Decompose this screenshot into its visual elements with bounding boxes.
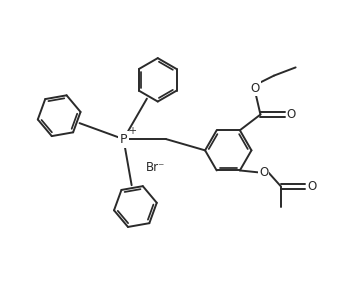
Text: P: P [120, 133, 127, 146]
Text: O: O [250, 82, 260, 95]
Text: O: O [259, 166, 268, 179]
Text: O: O [307, 180, 317, 193]
Text: O: O [287, 108, 296, 121]
Text: +: + [128, 126, 136, 136]
Text: Br⁻: Br⁻ [146, 161, 165, 174]
